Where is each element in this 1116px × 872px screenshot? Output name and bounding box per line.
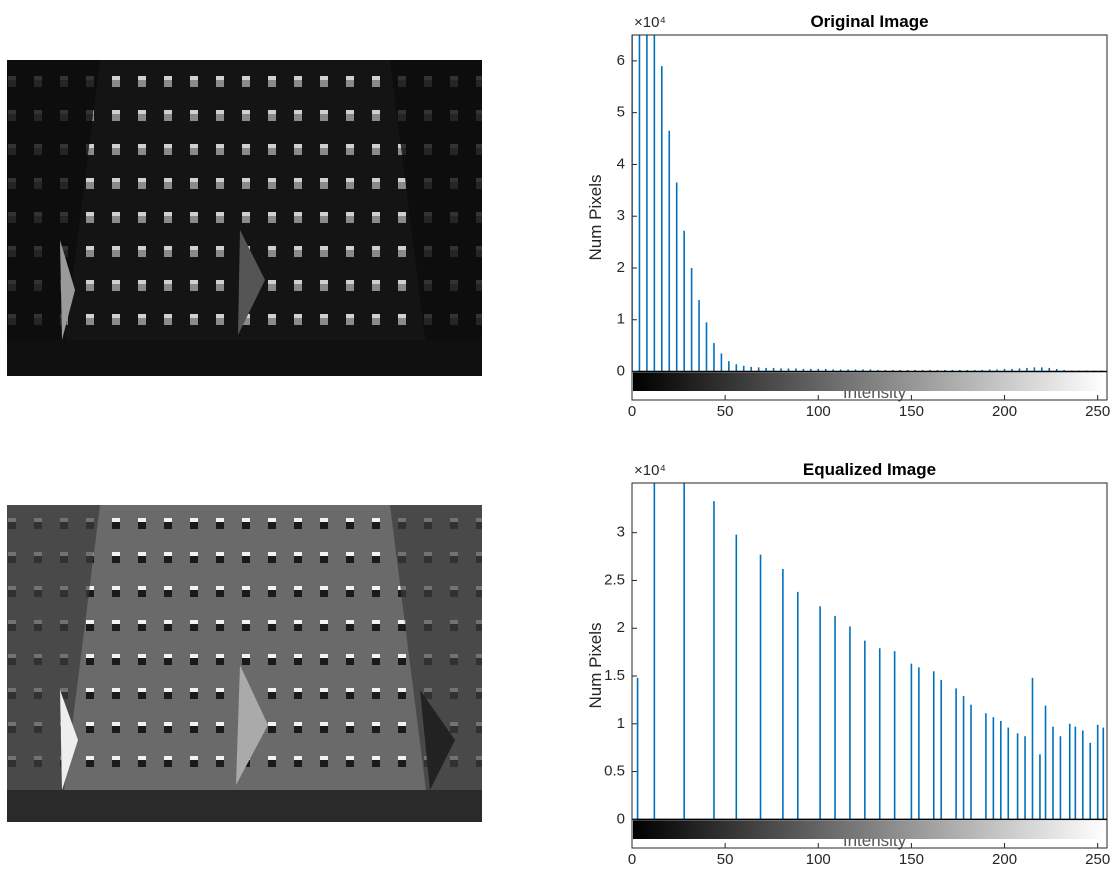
chart-title: Equalized Image bbox=[803, 460, 936, 479]
x-tick-label: 100 bbox=[806, 851, 831, 867]
x-tick-label: 0 bbox=[628, 403, 636, 420]
page: {"chart_data": [ {"type": "stem", "title… bbox=[0, 0, 1116, 867]
y-tick-label: 1.5 bbox=[604, 667, 625, 684]
x-tick-label: 0 bbox=[628, 851, 636, 867]
y-axis-label: Num Pixels bbox=[586, 175, 605, 261]
y-tick-label: 3 bbox=[617, 524, 625, 541]
y-tick-label: 1 bbox=[617, 715, 625, 732]
y-tick-label: 0 bbox=[617, 810, 625, 827]
x-tick-label: 50 bbox=[717, 851, 734, 867]
x-tick-label: 150 bbox=[899, 851, 924, 867]
y-exponent: ×10⁴ bbox=[634, 14, 666, 31]
y-tick-label: 0.5 bbox=[604, 763, 625, 780]
y-tick-label: 5 bbox=[617, 104, 625, 121]
chart-title: Original Image bbox=[810, 12, 928, 31]
equalized-photo bbox=[7, 505, 482, 822]
y-exponent: ×10⁴ bbox=[634, 462, 666, 479]
colorbar bbox=[633, 373, 1106, 391]
y-tick-label: 2 bbox=[617, 619, 625, 636]
y-tick-label: 1 bbox=[617, 311, 625, 328]
x-tick-label: 100 bbox=[806, 403, 831, 420]
y-tick-label: 4 bbox=[617, 155, 625, 172]
y-axis-label: Num Pixels bbox=[586, 623, 605, 709]
plot-area bbox=[632, 483, 1107, 848]
colorbar bbox=[633, 820, 1106, 839]
y-tick-label: 6 bbox=[617, 52, 625, 69]
y-tick-label: 3 bbox=[617, 207, 625, 224]
y-tick-label: 2 bbox=[617, 259, 625, 276]
original-photo bbox=[7, 60, 482, 376]
figure: Intensity0123456050100150200250Original … bbox=[0, 0, 1116, 867]
x-tick-label: 200 bbox=[992, 851, 1017, 867]
y-tick-label: 0 bbox=[617, 362, 625, 379]
plot-area bbox=[632, 35, 1107, 400]
x-tick-label: 150 bbox=[899, 403, 924, 420]
x-tick-label: 250 bbox=[1085, 403, 1110, 420]
x-tick-label: 50 bbox=[717, 403, 734, 420]
x-tick-label: 250 bbox=[1085, 851, 1110, 867]
x-tick-label: 200 bbox=[992, 403, 1017, 420]
y-tick-label: 2.5 bbox=[604, 571, 625, 588]
